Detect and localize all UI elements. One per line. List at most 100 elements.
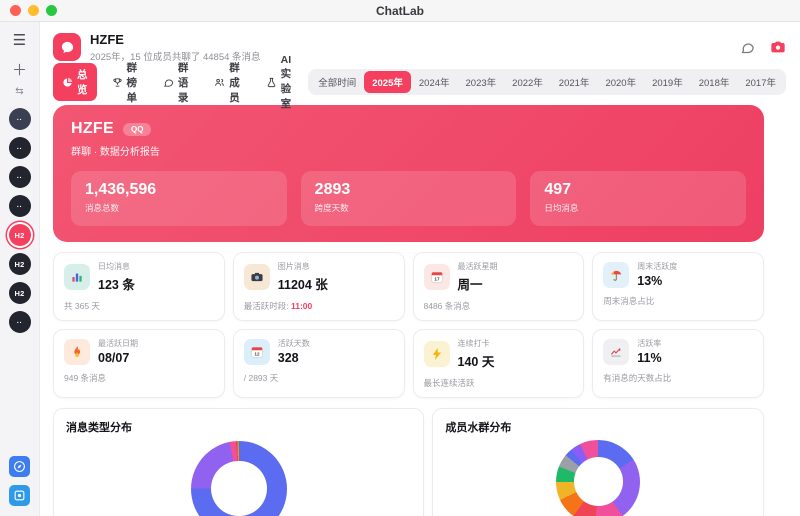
camera-icon [243, 264, 270, 290]
tab-label: AI实验室 [280, 53, 292, 110]
stat-value: 123 条 [98, 278, 135, 292]
stat-card-2: 图片消息 11204 张最活跃时段: 11:00 [232, 252, 405, 321]
stat-value: 13% [637, 274, 663, 288]
year-filter-全部时间[interactable]: 全部时间 [318, 78, 357, 89]
stat-footer: 有消息的天数占比 [603, 373, 672, 383]
message-type-chart-card: 消息类型分布 文字图片表情未知视频文件语音 [53, 408, 425, 516]
close-window-button[interactable] [10, 5, 21, 16]
shuffle-icon[interactable]: ⇆ [15, 86, 24, 97]
hero-stat-label: 跨度天数 [314, 203, 349, 213]
hero-subtitle: 群聊 · 数据分析报告 [71, 147, 160, 158]
stat-card-3: 17 最活跃星期周一 8486 条消息 [412, 252, 585, 321]
stat-label: 最活跃日期 [98, 339, 138, 348]
stat-label: 图片消息 [277, 262, 310, 271]
lightning-icon [423, 341, 450, 367]
stat-value: 周一 [457, 278, 483, 292]
tabs-row: 总览 群榜单 群语录 群成员 AI实验室 全部时间 2025年 2024年 2023年 2022… [53, 54, 786, 110]
year-filter-2022年[interactable]: 2022年 [512, 78, 543, 89]
stat-card-8: 活跃率 11% 有消息的天数占比 [592, 329, 764, 398]
calendar-blue-icon: 12 [243, 338, 270, 365]
sidebar-group-avatar-7[interactable]: H2 [8, 282, 31, 304]
stat-value: 140 天 [457, 355, 495, 369]
zoom-window-button[interactable] [46, 5, 57, 16]
menu-icon[interactable]: ☰ [12, 32, 27, 49]
svg-text:17: 17 [434, 277, 440, 282]
stat-label: 活跃率 [637, 339, 662, 348]
hero-stat-3: 497 日均消息 [530, 171, 747, 226]
sidebar-group-avatar-4[interactable]: ·· [8, 195, 31, 217]
tab-label: 群榜单 [126, 61, 138, 104]
rail-apps [9, 456, 30, 506]
umbrella-icon [603, 261, 630, 288]
year-filter-2018年[interactable]: 2018年 [698, 78, 730, 89]
fire-icon [64, 338, 90, 365]
platform-badge: QQ [122, 122, 152, 136]
group-name: HZFE [90, 31, 124, 47]
hero-stat-label: 日均消息 [544, 203, 579, 213]
sidebar-group-avatar-1[interactable]: ·· [8, 108, 31, 130]
bar-chart-icon [64, 264, 90, 290]
stat-value: 328 [277, 351, 299, 365]
year-filter-2019年[interactable]: 2019年 [652, 78, 683, 89]
year-filter-2017年[interactable]: 2017年 [745, 78, 776, 89]
stat-footer: 周末消息占比 [603, 296, 655, 306]
sidebar-group-avatar-6[interactable]: H2 [8, 253, 31, 275]
nav-tabs: 总览 群榜单 群语录 群成员 AI实验室 [53, 50, 308, 115]
stat-card-7: 连续打卡 140 天最长连续活跃 [412, 329, 585, 398]
traffic-lights [10, 5, 57, 16]
members-icon [214, 77, 225, 88]
stat-footer-highlight: 11:00 [290, 301, 313, 311]
tab-ai-lab[interactable]: AI实验室 [257, 50, 309, 115]
year-filter-2020年[interactable]: 2020年 [605, 78, 637, 89]
tab-overview[interactable]: 总览 [53, 63, 97, 101]
quotes-icon [163, 77, 174, 88]
stat-card-1: 日均消息 123 条共 365 天 [53, 252, 225, 321]
compass-app-icon[interactable] [9, 456, 30, 477]
ranking-icon [112, 77, 123, 88]
chart-title: 成员水群分布 [445, 422, 512, 434]
sidebar-group-avatar-3[interactable]: ·· [8, 166, 31, 188]
tab-label: 群语录 [177, 61, 189, 104]
hero-stat-label: 消息总数 [85, 203, 120, 213]
tab-label: 群成员 [229, 61, 240, 104]
lab-icon [266, 77, 277, 88]
charts-row: 消息类型分布 文字图片表情未知视频文件语音 成员水群分布 原木板烫头键盘🍔夜喵卒… [53, 408, 764, 516]
feedback-bubble-icon[interactable] [740, 40, 755, 55]
overview-icon [62, 77, 73, 88]
left-rail: ☰ ＋ ⇆ ·· ·· ·· ·· H2 H2 H2 ·· [0, 22, 40, 516]
stat-footer: 最活跃时段: 11:00 [243, 301, 313, 311]
stat-label: 周末活跃度 [637, 262, 678, 271]
macos-titlebar: ChatLab [0, 0, 800, 22]
screenshot-camera-icon[interactable] [770, 39, 786, 55]
tab-quotes[interactable]: 群语录 [154, 56, 199, 109]
tab-members[interactable]: 群成员 [205, 56, 250, 109]
hero-stat-value: 2893 [314, 181, 351, 198]
year-filter-2023年[interactable]: 2023年 [465, 78, 497, 89]
stat-label: 最活跃星期 [457, 262, 498, 271]
stat-card-5: 最活跃日期 08/07 949 条消息 [53, 329, 225, 398]
tab-ranking[interactable]: 群榜单 [103, 56, 148, 109]
year-filter-2024年[interactable]: 2024年 [418, 78, 450, 89]
minimize-window-button[interactable] [28, 5, 39, 16]
main-content: HZFE 2025年，15 位成员共聊了 44854 条消息 总览 群榜单 群语录群… [40, 22, 800, 516]
stat-footer: 8486 条消息 [423, 301, 471, 311]
year-filter-2021年[interactable]: 2021年 [558, 78, 590, 89]
stat-footer: 最长连续活跃 [423, 378, 475, 388]
sidebar-group-avatar-8[interactable]: ·· [8, 311, 31, 333]
add-group-button[interactable]: ＋ [11, 62, 27, 79]
stat-label: 活跃天数 [277, 339, 310, 348]
hero-stats: 1,436,596 消息总数 2893 跨度天数 497 日均消息 [71, 171, 747, 226]
sidebar-group-avatar-5[interactable]: H2 [8, 224, 31, 246]
calendar-icon: 17 [423, 264, 450, 290]
photos-app-icon[interactable] [9, 485, 30, 506]
hero-stat-value: 497 [544, 181, 572, 198]
sidebar-group-avatar-2[interactable]: ·· [8, 137, 31, 159]
trend-icon [603, 338, 630, 365]
message-type-donut [190, 440, 287, 516]
stat-value: 08/07 [98, 351, 130, 365]
app-title: ChatLab [376, 3, 424, 18]
year-filter-2025年[interactable]: 2025年 [364, 71, 411, 93]
group-subtitle: 2025年，15 位成员共聊了 44854 条消息 [90, 51, 261, 63]
stat-card-4: 周末活跃度 13% 周末消息占比 [592, 252, 764, 321]
group-avatar[interactable] [53, 33, 81, 61]
